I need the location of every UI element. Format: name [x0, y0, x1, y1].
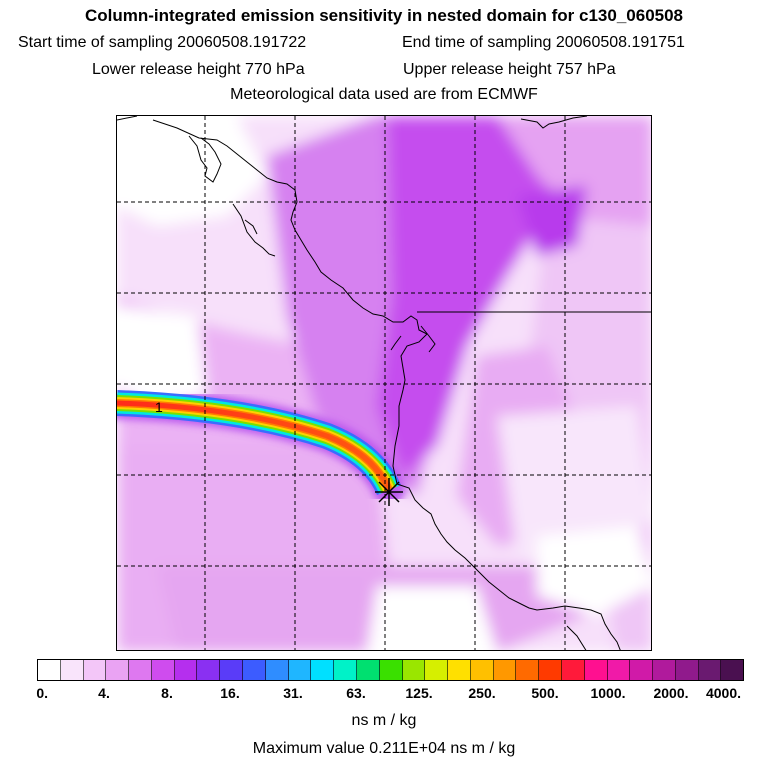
- release-point-marker: [375, 478, 403, 506]
- colorbar-tick-label: 0.: [36, 685, 49, 701]
- end-time-label: End time of sampling 20060508.191751: [402, 34, 685, 51]
- colorbar-segment: [243, 660, 266, 680]
- colorbar-segment: [630, 660, 654, 680]
- colorbar-segment: [607, 660, 631, 680]
- colorbar-tick-label: 4000.: [705, 685, 742, 701]
- colorbar-segment: [379, 660, 403, 680]
- colorbar-segment: [402, 660, 426, 680]
- colorbar-segment: [38, 660, 61, 680]
- colorbar-segment: [265, 660, 289, 680]
- start-time-label: Start time of sampling 20060508.191722: [18, 34, 307, 51]
- colorbar-segment: [425, 660, 449, 680]
- plume-label: 1: [155, 399, 163, 415]
- colorbar-segment: [470, 660, 494, 680]
- colorbar-tick-label: 1000.: [590, 685, 626, 701]
- colorbar-segment: [653, 660, 676, 680]
- plume: [117, 387, 405, 506]
- colorbar-tick-label: 31.: [283, 685, 303, 701]
- colorbar-segment: [698, 660, 722, 680]
- colorbar-units: ns m / kg: [351, 712, 417, 729]
- colorbar-segment: [106, 660, 130, 680]
- coastline: [117, 116, 651, 650]
- colorbar-segment: [83, 660, 107, 680]
- colorbar-segment: [151, 660, 175, 680]
- colorbar-segment: [288, 660, 312, 680]
- colorbar: [37, 659, 744, 681]
- lower-release-label: Lower release height 770 hPa: [92, 61, 305, 78]
- colorbar-tick-label: 16.: [220, 685, 240, 701]
- colorbar-segment: [356, 660, 380, 680]
- maximum-value-label: Maximum value 0.211E+04 ns m / kg: [252, 740, 516, 757]
- colorbar-segment: [516, 660, 540, 680]
- lat-lon-grid: [117, 116, 651, 650]
- colorbar-segment: [220, 660, 244, 680]
- colorbar-segment: [561, 660, 585, 680]
- sensitivity-field: [117, 116, 651, 650]
- colorbar-tick-label: 250.: [468, 685, 496, 701]
- colorbar-segment: [493, 660, 517, 680]
- colorbar-segment: [721, 660, 744, 680]
- colorbar-segment: [174, 660, 198, 680]
- upper-release-label: Upper release height 757 hPa: [403, 61, 616, 78]
- colorbar-segment: [129, 660, 152, 680]
- map-canvas: 1: [117, 116, 651, 650]
- colorbar-tick-label: 2000.: [653, 685, 689, 701]
- colorbar-segment: [197, 660, 221, 680]
- colorbar-segment: [675, 660, 699, 680]
- colorbar-tick-label: 125.: [405, 685, 433, 701]
- met-data-label: Meteorological data used are from ECMWF: [230, 86, 538, 103]
- page-title: Column-integrated emission sensitivity i…: [84, 6, 684, 25]
- colorbar-tick-label: 500.: [531, 685, 559, 701]
- colorbar-tick-label: 8.: [161, 685, 173, 701]
- colorbar-segment: [311, 660, 335, 680]
- colorbar-segment: [334, 660, 357, 680]
- colorbar-tick-label: 4.: [98, 685, 110, 701]
- sensitivity-map: 1: [116, 115, 652, 651]
- colorbar-tick-label: 63.: [346, 685, 366, 701]
- colorbar-segment: [584, 660, 608, 680]
- colorbar-segment: [60, 660, 84, 680]
- colorbar-segment: [539, 660, 562, 680]
- colorbar-segment: [448, 660, 471, 680]
